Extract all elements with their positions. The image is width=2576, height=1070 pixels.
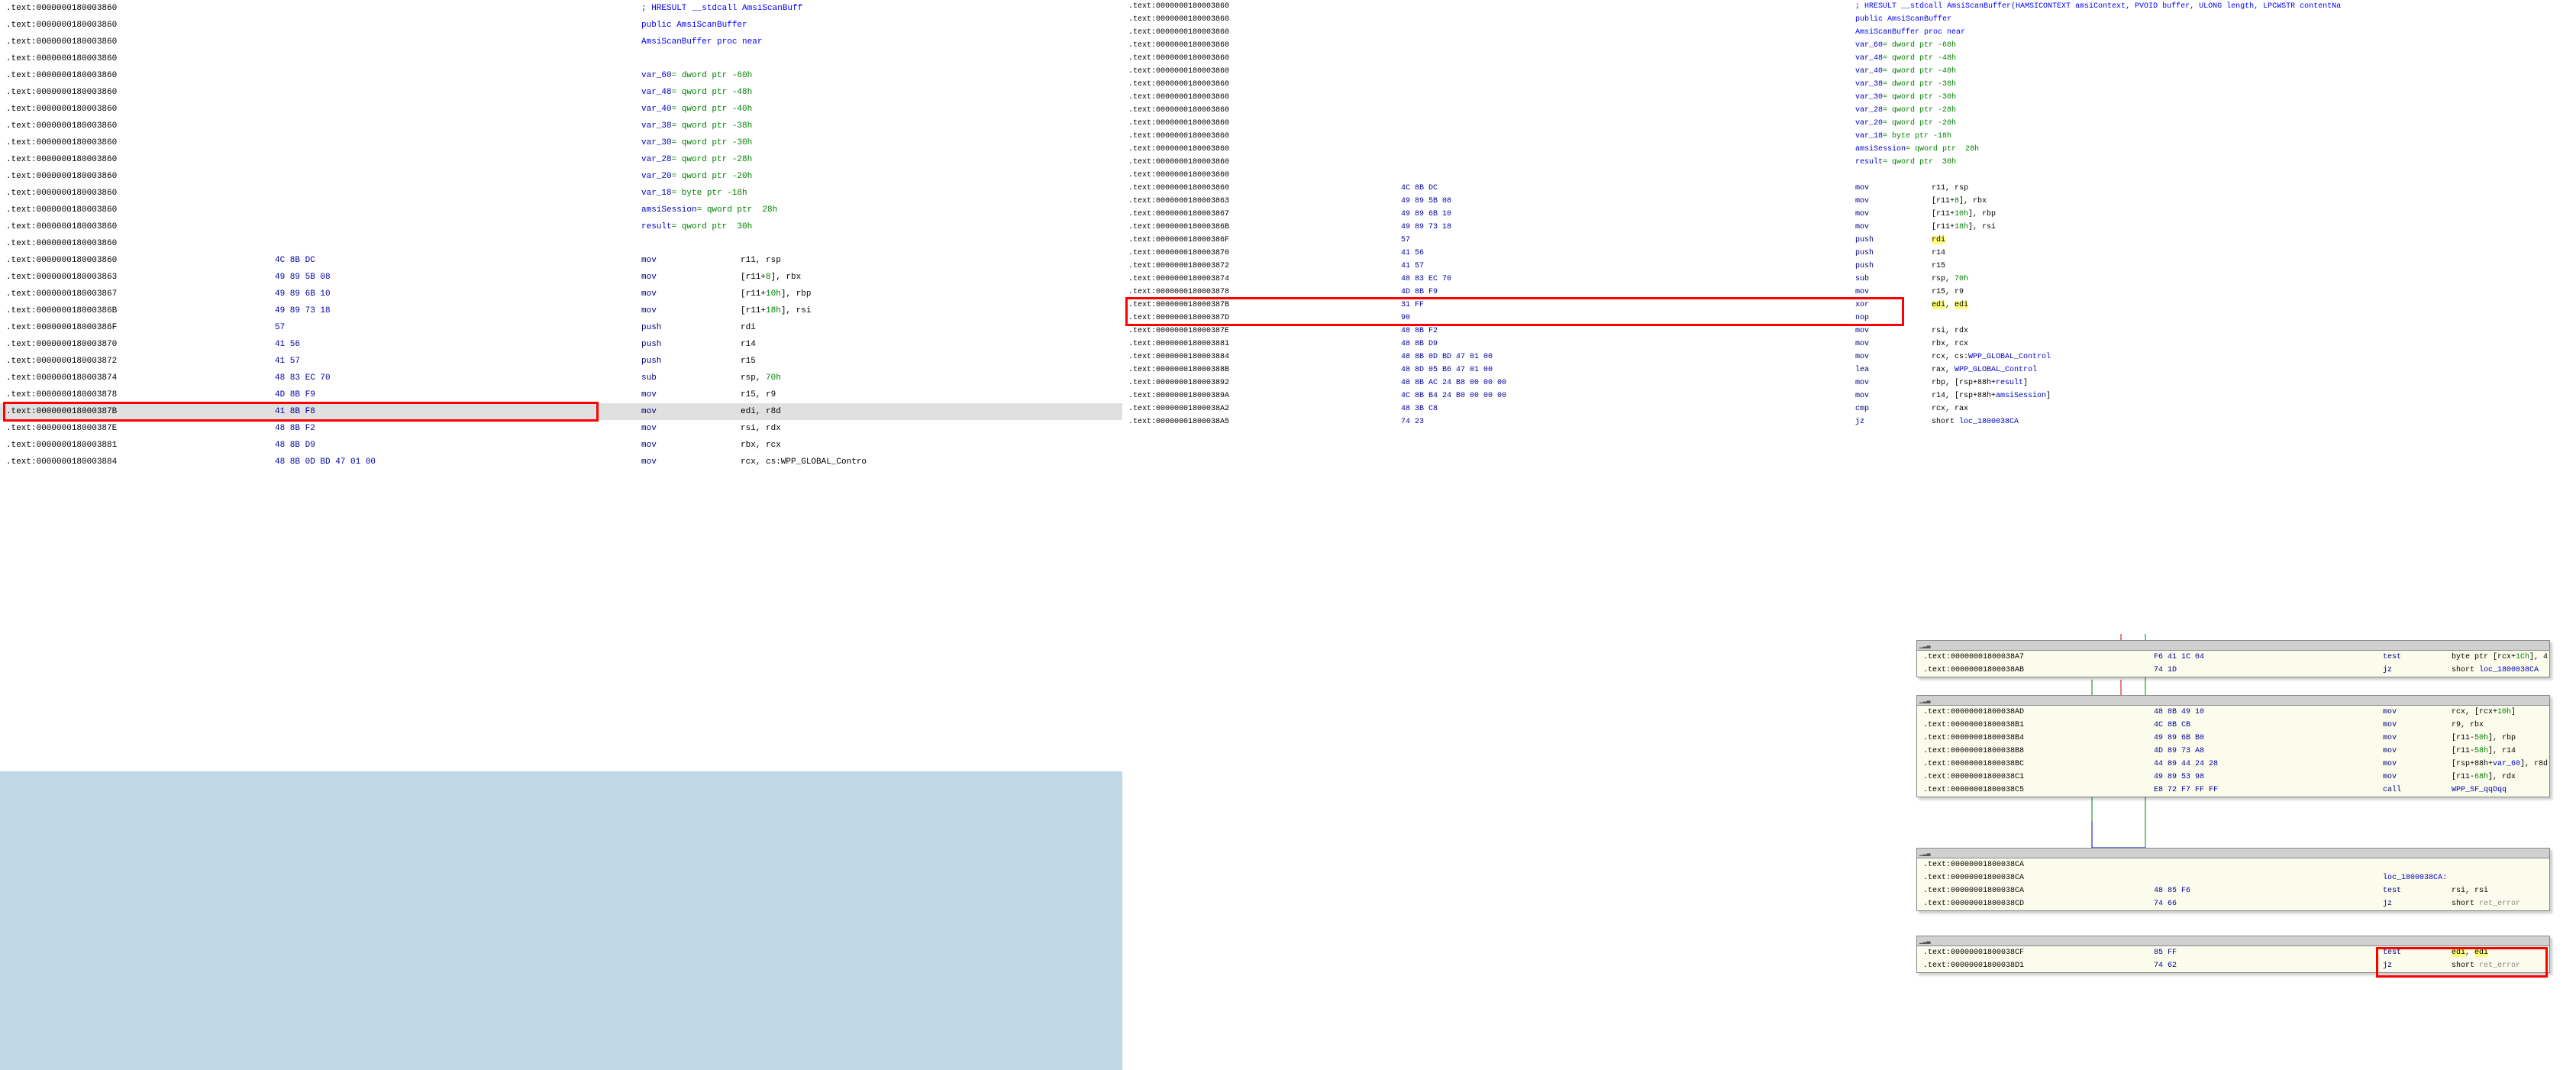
disasm-line[interactable]: .text:00000001800038AD48 8B 49 10movrcx,…: [1917, 706, 2549, 719]
graph-area[interactable]: ▁▂▃ .text:00000001800038A7F6 41 1C 04tes…: [1901, 634, 2568, 1062]
disasm-line[interactable]: .text:000000018000387041 56pushr14: [0, 336, 1122, 353]
disasm-line[interactable]: .text:000000018000387041 56pushr14: [1122, 247, 2576, 260]
disasm-line[interactable]: .text:00000001800038C149 89 53 98mov[r11…: [1917, 771, 2549, 784]
disasm-line[interactable]: .text:00000001800038B449 89 6B B0mov[r11…: [1917, 732, 2549, 745]
disasm-line[interactable]: .text:0000000180003860public AmsiScanBuf…: [1122, 13, 2576, 26]
disasm-line[interactable]: .text:0000000180003860var_20= qword ptr …: [1122, 117, 2576, 130]
disasm-line[interactable]: .text:000000018000388B48 8D 05 B6 47 01 …: [1122, 364, 2576, 377]
graph-node-header: ▁▂▃: [1917, 641, 2549, 651]
left-listing[interactable]: .text:0000000180003860; HRESULT __stdcal…: [0, 0, 1122, 470]
disasm-line[interactable]: .text:0000000180003860public AmsiScanBuf…: [0, 17, 1122, 34]
disasm-line[interactable]: .text:000000018000386B49 89 73 18mov[r11…: [0, 302, 1122, 319]
graph-node-4[interactable]: ▁▂▃ .text:00000001800038CF85 FFtestedi, …: [1916, 936, 2550, 973]
disasm-line[interactable]: .text:00000001800038D174 62jzshort ret_e…: [1917, 959, 2549, 972]
disasm-line[interactable]: .text:0000000180003860var_18= byte ptr -…: [1122, 130, 2576, 143]
disasm-line[interactable]: .text:00000001800038A7F6 41 1C 04testbyt…: [1917, 651, 2549, 664]
disasm-line[interactable]: .text:0000000180003860var_60= dword ptr …: [0, 67, 1122, 84]
disasm-line[interactable]: .text:00000001800038A574 23jzshort loc_1…: [1122, 415, 2576, 428]
disasm-line[interactable]: .text:0000000180003860var_48= qword ptr …: [1122, 52, 2576, 65]
disasm-line[interactable]: .text:000000018000386B49 89 73 18mov[r11…: [1122, 221, 2576, 234]
disasm-line[interactable]: .text:00000001800038B84D 89 73 A8mov[r11…: [1917, 745, 2549, 758]
disasm-line[interactable]: .text:0000000180003860var_40= qword ptr …: [0, 101, 1122, 118]
disasm-line[interactable]: .text:000000018000387E48 8B F2movrsi, rd…: [1122, 325, 2576, 338]
disasm-line[interactable]: .text:0000000180003860var_40= qword ptr …: [1122, 65, 2576, 78]
disasm-line[interactable]: .text:000000018000387D90nop: [1122, 312, 2576, 325]
disasm-line[interactable]: .text:0000000180003860var_48= qword ptr …: [0, 84, 1122, 101]
graph-node-2[interactable]: ▁▂▃ .text:00000001800038AD48 8B 49 10mov…: [1916, 695, 2550, 797]
disasm-line[interactable]: .text:000000018000387448 83 EC 70subrsp,…: [1122, 273, 2576, 286]
graph-node-1[interactable]: ▁▂▃ .text:00000001800038A7F6 41 1C 04tes…: [1916, 640, 2550, 677]
disasm-line[interactable]: .text:0000000180003860var_30= qword ptr …: [0, 134, 1122, 151]
disasm-line[interactable]: .text:00000001800038604C 8B DCmovr11, rs…: [0, 252, 1122, 269]
disasm-blank: .text:0000000180003860: [0, 235, 1122, 252]
disasm-line[interactable]: .text:00000001800038CD74 66jzshort ret_e…: [1917, 897, 2549, 910]
disasm-line[interactable]: .text:00000001800038784D 8B F9movr15, r9: [0, 386, 1122, 403]
disasm-line[interactable]: .text:00000001800038B14C 8B CBmovr9, rbx: [1917, 719, 2549, 732]
disasm-line[interactable]: .text:000000018000387B41 8B F8movedi, r8…: [0, 403, 1122, 420]
graph-node-header: ▁▂▃: [1917, 849, 2549, 858]
disasm-line[interactable]: .text:00000001800038AB74 1Djzshort loc_1…: [1917, 664, 2549, 677]
disasm-line[interactable]: .text:000000018000387B31 FFxoredi, edi: [1122, 299, 2576, 312]
disasm-line[interactable]: .text:0000000180003860var_38= qword ptr …: [0, 118, 1122, 134]
disasm-line[interactable]: .text:00000001800038CA: [1917, 858, 2549, 871]
disasm-line[interactable]: .text:00000001800038BC44 89 44 24 28mov[…: [1917, 758, 2549, 771]
disasm-line[interactable]: .text:00000001800038CAloc_1800038CA:: [1917, 871, 2549, 884]
disasm-line[interactable]: .text:0000000180003860var_60= dword ptr …: [1122, 39, 2576, 52]
disasm-line[interactable]: .text:0000000180003860amsiSession= qword…: [1122, 143, 2576, 156]
disasm-line[interactable]: .text:000000018000386349 89 5B 08mov[r11…: [0, 269, 1122, 286]
disasm-line[interactable]: .text:000000018000388148 8B D9movrbx, rc…: [0, 437, 1122, 454]
right-disasm-panel[interactable]: .text:0000000180003860; HRESULT __stdcal…: [1122, 0, 2576, 1070]
disasm-line[interactable]: .text:0000000180003860AmsiScanBuffer pro…: [0, 34, 1122, 50]
disasm-line[interactable]: .text:0000000180003860var_18= byte ptr -…: [0, 185, 1122, 202]
disasm-line[interactable]: .text:0000000180003860var_28= qword ptr …: [1122, 104, 2576, 117]
disasm-line[interactable]: .text:00000001800038A248 3B C8cmprcx, ra…: [1122, 402, 2576, 415]
disasm-line[interactable]: .text:000000018000386F57pushrdi: [0, 319, 1122, 336]
disasm-line[interactable]: .text:00000001800038784D 8B F9movr15, r9: [1122, 286, 2576, 299]
graph-node-header: ▁▂▃: [1917, 936, 2549, 946]
disasm-line[interactable]: .text:00000001800038CA48 85 F6testrsi, r…: [1917, 884, 2549, 897]
graph-node-header: ▁▂▃: [1917, 696, 2549, 706]
disasm-line[interactable]: .text:0000000180003860amsiSession= qword…: [0, 202, 1122, 218]
disasm-line[interactable]: .text:000000018000387448 83 EC 70subrsp,…: [0, 370, 1122, 386]
disasm-line[interactable]: .text:000000018000389248 8B AC 24 B8 00 …: [1122, 377, 2576, 390]
disasm-line[interactable]: .text:000000018000388148 8B D9movrbx, rc…: [1122, 338, 2576, 351]
disasm-line[interactable]: .text:000000018000388448 8B 0D BD 47 01 …: [1122, 351, 2576, 364]
disasm-line[interactable]: .text:0000000180003860result= qword ptr …: [0, 218, 1122, 235]
left-disasm-panel[interactable]: .text:0000000180003860; HRESULT __stdcal…: [0, 0, 1122, 771]
disasm-line[interactable]: .text:000000018000387241 57pushr15: [1122, 260, 2576, 273]
disasm-line[interactable]: .text:000000018000386749 89 6B 10mov[r11…: [1122, 208, 2576, 221]
disasm-line[interactable]: .text:0000000180003860var_20= qword ptr …: [0, 168, 1122, 185]
disasm-line[interactable]: .text:000000018000386F57pushrdi: [1122, 234, 2576, 247]
disasm-line[interactable]: .text:000000018000389A4C 8B B4 24 B0 00 …: [1122, 390, 2576, 402]
disasm-line[interactable]: .text:000000018000387241 57pushr15: [0, 353, 1122, 370]
right-listing[interactable]: .text:0000000180003860; HRESULT __stdcal…: [1122, 0, 2576, 428]
disasm-line[interactable]: .text:000000018000388448 8B 0D BD 47 01 …: [0, 454, 1122, 470]
disasm-line[interactable]: .text:00000001800038C5E8 72 F7 FF FFcall…: [1917, 784, 2549, 797]
disasm-line[interactable]: .text:0000000180003860: [0, 50, 1122, 67]
disasm-line[interactable]: .text:0000000180003860; HRESULT __stdcal…: [1122, 0, 2576, 13]
disasm-line[interactable]: .text:000000018000387E48 8B F2movrsi, rd…: [0, 420, 1122, 437]
disasm-line[interactable]: .text:00000001800038604C 8B DCmovr11, rs…: [1122, 182, 2576, 195]
disasm-blank: .text:0000000180003860: [1122, 169, 2576, 182]
disasm-line[interactable]: .text:0000000180003860AmsiScanBuffer pro…: [1122, 26, 2576, 39]
disasm-line[interactable]: .text:0000000180003860var_28= qword ptr …: [0, 151, 1122, 168]
disasm-line[interactable]: .text:000000018000386749 89 6B 10mov[r11…: [0, 286, 1122, 302]
disasm-line[interactable]: .text:00000001800038CF85 FFtestedi, edi: [1917, 946, 2549, 959]
disasm-line[interactable]: .text:0000000180003860result= qword ptr …: [1122, 156, 2576, 169]
disasm-line[interactable]: .text:000000018000386349 89 5B 08mov[r11…: [1122, 195, 2576, 208]
disasm-line[interactable]: .text:0000000180003860var_30= qword ptr …: [1122, 91, 2576, 104]
disasm-line[interactable]: .text:0000000180003860; HRESULT __stdcal…: [0, 0, 1122, 17]
disasm-line[interactable]: .text:0000000180003860var_38= dword ptr …: [1122, 78, 2576, 91]
graph-node-3[interactable]: ▁▂▃ .text:00000001800038CA.text:00000001…: [1916, 848, 2550, 911]
